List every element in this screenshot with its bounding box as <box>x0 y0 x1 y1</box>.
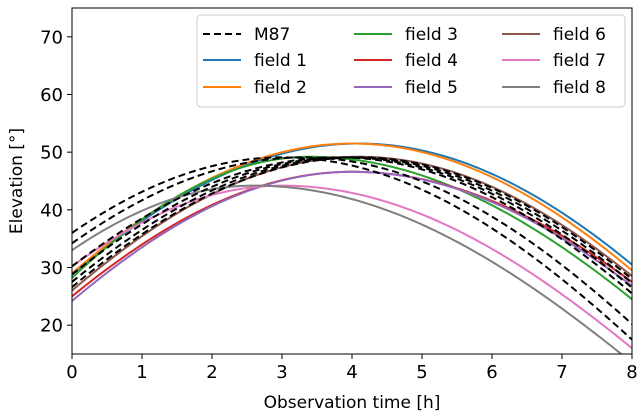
legend-label-field-8: field 8 <box>553 78 606 98</box>
x-tick-label: 6 <box>486 362 497 383</box>
x-axis-label: Observation time [h] <box>264 393 441 413</box>
series-line-m87-13 <box>72 156 632 288</box>
legend-label-field-4: field 4 <box>405 51 458 71</box>
x-tick-label: 4 <box>346 362 357 383</box>
legend-label-m87: M87 <box>254 25 290 45</box>
x-tick-label: 1 <box>136 362 147 383</box>
y-tick-label: 70 <box>40 27 63 48</box>
x-tick-label: 5 <box>416 362 427 383</box>
y-tick-label: 40 <box>40 200 63 221</box>
y-tick-label: 20 <box>40 316 63 337</box>
legend-label-field-2: field 2 <box>254 78 307 98</box>
x-tick-label: 7 <box>556 362 567 383</box>
legend-label-field-5: field 5 <box>405 78 458 98</box>
y-tick-label: 50 <box>40 143 63 164</box>
y-tick-label: 30 <box>40 258 63 279</box>
series-line-m87-12 <box>72 156 632 284</box>
y-tick-label: 60 <box>40 85 63 106</box>
legend-label-field-6: field 6 <box>553 25 606 45</box>
legend-label-field-7: field 7 <box>553 51 606 71</box>
legend: M87 field 1 field 2 field 3 field 4 field 5 fi… <box>196 14 626 108</box>
series-line-field-7 <box>72 184 632 350</box>
series-line-field-4 <box>72 170 632 298</box>
series-line-m87-9 <box>72 156 632 325</box>
x-tick-label: 0 <box>66 362 77 383</box>
series-line-field-6 <box>72 155 632 292</box>
legend-label-field-1: field 1 <box>254 51 307 71</box>
y-axis-label: Elevation [°] <box>7 128 27 234</box>
x-tick-label: 3 <box>276 362 287 383</box>
x-tick-label: 8 <box>626 362 637 383</box>
legend-label-field-3: field 3 <box>405 25 458 45</box>
x-tick-label: 2 <box>206 362 217 383</box>
series-line-m87-10 <box>72 156 632 295</box>
series-line-m87-8 <box>72 156 632 341</box>
plot-area <box>72 142 632 354</box>
legend-box <box>196 14 626 108</box>
series-line-field-3 <box>72 155 632 301</box>
series-line-field-8 <box>72 184 623 354</box>
